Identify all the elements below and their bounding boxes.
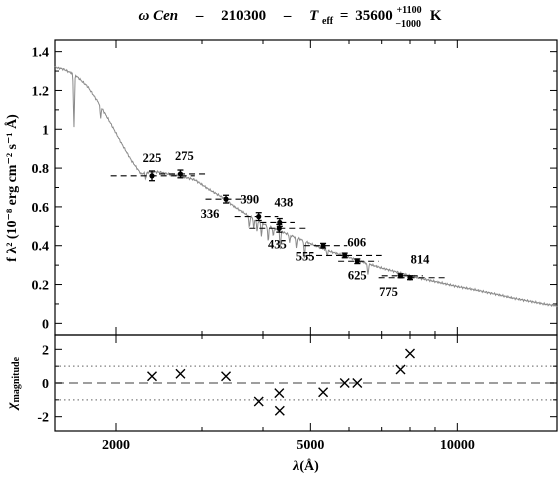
title-teff-symbol: T [309,8,319,24]
residual-point [274,388,285,399]
filter-label: 625 [348,268,367,282]
residual-x-ticks: 2000 5000 10000 [102,335,475,453]
flux-y-ticks: 0 0.2 0.4 0.6 0.8 1 1.2 1.4 [32,46,557,332]
photometry-point [177,171,184,177]
residual-point [395,364,406,375]
x-tick-label: 5000 [296,438,324,453]
title-object: ω Cen [139,8,179,24]
photometry-point [320,243,326,249]
title-teff-unit: K [430,8,442,24]
residual-y-tick-label: -2 [37,411,49,426]
model-spectrum-line [54,65,558,309]
filter-label: 435 [268,237,287,251]
photometry-point [397,273,404,279]
flux-panel: 0 0.2 0.4 0.6 0.8 1 1.2 1.4 225 275 336 390 438 435 5… [32,39,558,336]
flux-y-axis-label: f λ² (10⁻⁸ erg cm⁻² s⁻¹ Å) [4,114,20,262]
filter-label: 606 [347,235,366,249]
filter-label: 390 [240,193,259,207]
filter-label: 336 [201,207,220,221]
residual-y-axis-label: χmagnitude [5,356,22,411]
title-id: 210300 [221,8,266,24]
title-teff-value: 35600 [355,8,393,24]
title-sep-2: – [283,8,292,24]
residual-point [318,387,329,398]
residual-point [221,371,232,382]
residual-y-tick-label: 2 [42,343,49,358]
title-teff-equals: = [340,8,349,24]
photometry-point [223,196,229,202]
residual-panel: -2 0 2 2000 5000 10000 [37,334,558,453]
flux-y-tick-label: 1 [42,123,49,138]
residual-y-ticks: -2 0 2 [37,343,557,426]
residual-point [274,405,285,416]
residual-point [405,348,415,359]
filter-label: 438 [274,195,293,209]
title-sep-1: – [195,8,204,24]
photometry-point [342,252,348,259]
residual-point [352,378,363,388]
x-tick-label: 2000 [102,438,130,453]
residual-point [147,371,158,382]
residual-y-tick-label: 0 [42,377,49,392]
flux-y-tick-label: 0.4 [32,240,50,255]
residual-y-axis-subscript: magnitude [11,356,22,402]
x-tick-label: 10000 [440,438,475,453]
photometry-point [407,275,413,281]
flux-y-tick-label: 0 [42,317,49,332]
flux-y-tick-label: 1.2 [32,84,50,99]
filter-label: 555 [296,250,315,264]
filter-label: 814 [411,253,431,267]
photometry-point [354,258,360,264]
flux-y-tick-label: 0.2 [32,279,50,294]
x-axis-unit: (Å) [299,458,319,474]
residual-point [253,396,264,407]
flux-x-ticks [115,40,458,335]
filter-label: 225 [143,151,162,165]
residual-point [339,378,350,388]
flux-y-tick-label: 0.6 [32,201,50,216]
filter-label: 775 [379,285,398,299]
title-teff-subscript: eff [322,16,334,27]
x-axis-symbol: λ [292,459,299,474]
photometry-point [256,214,262,220]
residual-reference-lines [55,365,557,401]
chart-title: ω Cen – 210300 – T eff = 35600 +1100 −10… [139,1,442,31]
residual-points [147,348,415,416]
residual-point [175,368,186,379]
residual-y-axis-symbol: χ [5,402,20,411]
flux-y-tick-label: 1.4 [32,46,50,61]
photometry-points: 225 275 336 390 438 435 555 606 625 775 814 [110,149,447,299]
title-teff-err-down: −1000 [395,19,421,30]
x-axis-label: λ(Å) [292,458,319,474]
title-teff-err-up: +1100 [396,5,421,16]
photometry-point [149,173,155,179]
flux-y-tick-label: 0.8 [32,162,50,177]
photometry-point [276,225,282,231]
filter-label: 275 [175,149,194,163]
model-spectrum [54,65,558,309]
